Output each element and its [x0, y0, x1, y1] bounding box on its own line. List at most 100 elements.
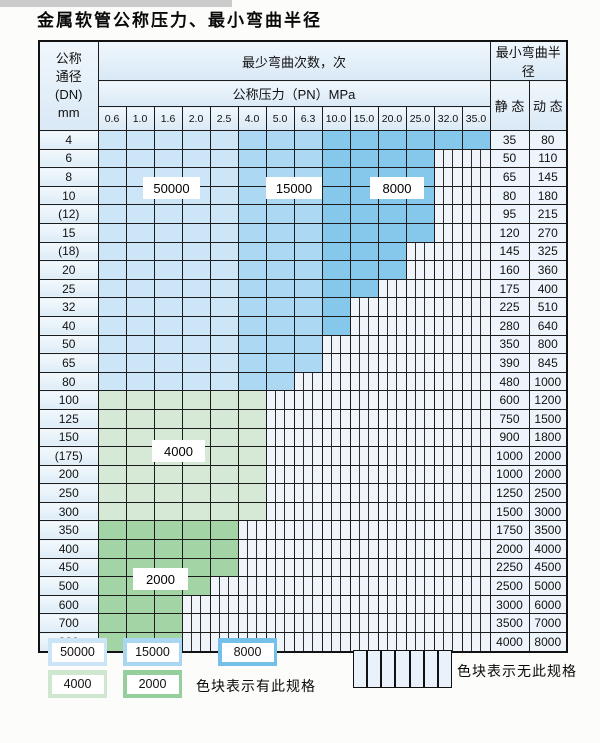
spec-cell	[237, 408, 267, 429]
no-spec-cell	[433, 204, 463, 224]
pressure-value-cell: 35.0	[461, 106, 491, 131]
spec-cell	[125, 427, 155, 448]
table-row: 20 160 360	[38, 260, 568, 280]
spec-cell	[321, 148, 351, 169]
page-title: 金属软管公称压力、最小弯曲半径	[37, 11, 322, 30]
legend-swatch: 50000	[48, 638, 107, 666]
no-spec-cell	[181, 594, 211, 615]
no-spec-cell	[461, 632, 491, 653]
no-spec-cell	[405, 408, 435, 429]
spec-cell	[321, 204, 351, 224]
no-spec-cell	[349, 464, 379, 485]
spec-cell	[97, 260, 127, 280]
dynamic-radius-cell: 4500	[528, 557, 568, 578]
no-spec-cell	[321, 520, 351, 541]
static-radius-cell: 480	[489, 371, 530, 392]
no-spec-cell	[265, 539, 295, 559]
no-spec-cell	[321, 390, 351, 410]
no-spec-cell	[433, 241, 463, 262]
spec-cell	[265, 241, 295, 262]
spec-cell	[265, 222, 295, 243]
no-spec-cell	[321, 613, 351, 634]
table-row: 350 1750 3500	[38, 520, 568, 541]
no-spec-cell	[405, 464, 435, 485]
no-spec-cell	[461, 278, 491, 299]
spec-cell	[97, 446, 127, 466]
no-spec-cell	[377, 483, 407, 503]
no-spec-cell	[433, 390, 463, 410]
dn-cell: 150	[38, 427, 99, 448]
no-spec-cell	[237, 557, 267, 578]
spec-cell	[181, 520, 211, 541]
spec-cell	[181, 241, 211, 262]
spec-cell	[349, 241, 379, 262]
spec-cell	[153, 464, 183, 485]
spec-cell	[237, 260, 267, 280]
spec-cell	[153, 278, 183, 299]
spec-cell	[265, 315, 295, 336]
no-spec-cell	[293, 446, 323, 466]
pressure-value-cell: 1.0	[125, 106, 155, 131]
spec-cell	[97, 278, 127, 299]
no-spec-cell	[293, 501, 323, 522]
table-row: (12) 95 215	[38, 204, 568, 224]
has-spec-label: 色块表示有此规格	[196, 678, 316, 694]
static-radius-cell: 750	[489, 408, 530, 429]
static-radius-cell: 1500	[489, 501, 530, 522]
spec-cell	[237, 353, 267, 373]
spec-cell	[237, 501, 267, 522]
spec-cell	[377, 222, 407, 243]
spec-cell	[181, 464, 211, 485]
spec-cell	[153, 520, 183, 541]
dynamic-radius-cell: 4000	[528, 539, 568, 559]
spec-cell	[237, 241, 267, 262]
dynamic-radius-cell: 1500	[528, 408, 568, 429]
static-radius-cell: 80	[489, 185, 530, 206]
spec-cell	[209, 501, 239, 522]
no-spec-swatch	[353, 650, 452, 688]
dn-cell: 8	[38, 167, 99, 187]
no-spec-cell	[237, 576, 267, 596]
spec-cell	[153, 297, 183, 317]
spec-cell	[181, 501, 211, 522]
spec-cell	[209, 148, 239, 169]
spec-cell	[209, 427, 239, 448]
spec-cell	[321, 167, 351, 187]
no-spec-cell	[321, 576, 351, 596]
spec-cell	[321, 185, 351, 206]
no-spec-cell	[405, 594, 435, 615]
no-spec-cell	[321, 483, 351, 503]
spec-cell	[181, 260, 211, 280]
static-radius-cell: 35	[489, 130, 530, 150]
static-radius-cell: 145	[489, 241, 530, 262]
no-spec-cell	[293, 557, 323, 578]
legend-swatch: 2000	[123, 670, 182, 698]
dynamic-radius-cell: 360	[528, 260, 568, 280]
no-spec-cell	[293, 371, 323, 392]
legend-swatch-label: 8000	[221, 642, 274, 662]
no-spec-cell	[405, 483, 435, 503]
no-spec-cell	[405, 520, 435, 541]
spec-cell	[125, 204, 155, 224]
legend-swatch-label: 4000	[51, 674, 104, 694]
table-row: 450 2250 4500	[38, 557, 568, 578]
spec-cell	[125, 334, 155, 355]
spec-cell	[153, 241, 183, 262]
spec-cell	[153, 315, 183, 336]
no-spec-cell	[265, 613, 295, 634]
no-spec-stripe-cell	[354, 651, 369, 687]
spec-cell	[125, 464, 155, 485]
no-spec-cell	[349, 483, 379, 503]
spec-cell	[209, 315, 239, 336]
no-spec-cell	[433, 594, 463, 615]
no-spec-cell	[461, 260, 491, 280]
spec-cell	[265, 148, 295, 169]
spec-cell	[209, 371, 239, 392]
spec-cell	[209, 260, 239, 280]
static-radius-cell: 2250	[489, 557, 530, 578]
spec-cell	[153, 501, 183, 522]
no-spec-cell	[461, 464, 491, 485]
no-spec-cell	[293, 539, 323, 559]
spec-cell	[181, 130, 211, 150]
no-spec-cell	[293, 632, 323, 653]
